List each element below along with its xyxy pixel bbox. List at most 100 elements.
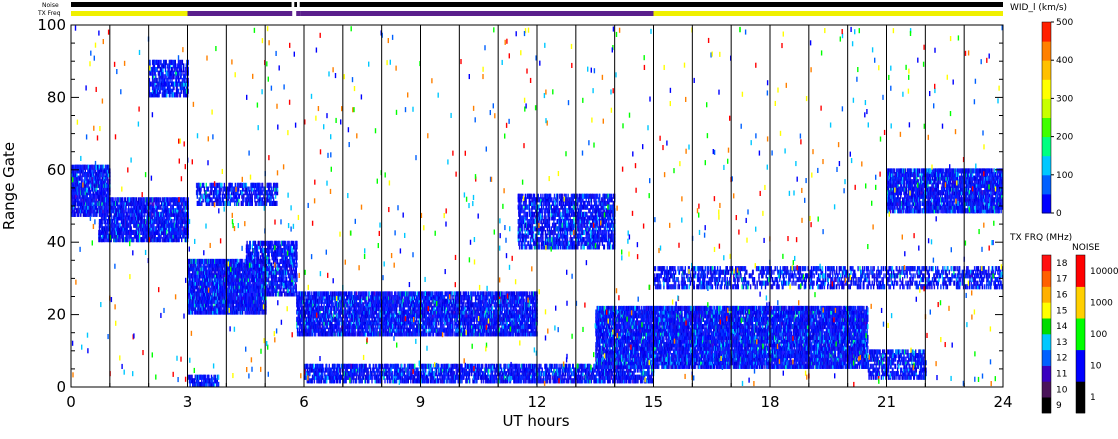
echo-cell <box>266 248 267 253</box>
echo-cell <box>200 194 201 199</box>
echo-cell <box>206 310 207 315</box>
echo-cell <box>150 82 151 87</box>
echo-cell <box>170 197 171 202</box>
echo-cell <box>202 183 203 188</box>
echo-cell <box>160 197 161 202</box>
echo-cell <box>267 266 268 271</box>
echo-cell <box>276 270 277 275</box>
echo-cell <box>149 60 150 65</box>
echo-cell <box>173 92 174 97</box>
echo-cell <box>258 252 259 257</box>
echo-cell <box>296 252 297 257</box>
echo-cell <box>224 183 225 188</box>
echo-cell <box>258 241 259 246</box>
echo-cell <box>262 190 263 195</box>
echo-cell <box>181 197 182 202</box>
echo-cell <box>101 197 102 202</box>
echo-cell <box>100 230 101 235</box>
echo-cell <box>292 241 293 246</box>
echo-cell <box>263 248 264 253</box>
echo-cell <box>252 194 253 199</box>
echo-cell <box>281 291 282 296</box>
echo-cell <box>171 60 172 65</box>
echo-cell <box>293 281 294 286</box>
echo-cell <box>180 82 181 87</box>
echo-cell <box>120 197 121 202</box>
echo-cell <box>284 291 285 296</box>
noise-strip-gap <box>292 2 295 7</box>
echo-cell <box>278 291 279 296</box>
echo-cell <box>175 92 176 97</box>
echo-cell <box>178 89 179 94</box>
echo-cell <box>234 201 235 206</box>
echo-cell <box>296 241 297 246</box>
echo-cell <box>103 197 104 202</box>
echo-cell <box>253 291 254 296</box>
echo-cell <box>224 201 225 206</box>
echo-cell <box>272 266 273 271</box>
echo-cell <box>173 60 174 65</box>
echo-cell <box>232 197 233 202</box>
echo-cell <box>277 183 278 188</box>
echo-cell <box>125 197 126 202</box>
noise-strip-label: Noise <box>42 2 59 9</box>
echo-cell <box>296 273 297 278</box>
echo-cell <box>250 281 251 286</box>
echo-cell <box>166 71 167 76</box>
echo-cell <box>164 74 165 79</box>
echo-cell <box>297 328 298 333</box>
echo-cell <box>159 60 160 65</box>
echo-cell <box>156 78 157 83</box>
echo-cell <box>173 74 174 79</box>
echo-cell <box>158 197 159 202</box>
echo-cell <box>153 197 154 202</box>
echo-cell <box>238 183 239 188</box>
echo-cell <box>309 291 310 296</box>
echo-cell <box>274 201 275 206</box>
echo-cell <box>256 201 257 206</box>
echo-cell <box>254 277 255 282</box>
echo-cell <box>272 241 273 246</box>
echo-cell <box>129 197 130 202</box>
echo-cell <box>217 183 218 188</box>
echo-cell <box>270 201 271 206</box>
echo-cell <box>296 263 297 268</box>
echo-cell <box>272 201 273 206</box>
echo-cell <box>263 273 264 278</box>
echo-cell <box>208 187 209 192</box>
echo-cell <box>237 197 238 202</box>
echo-cell <box>267 241 268 246</box>
echo-cell <box>149 197 150 202</box>
txfreq-segment <box>292 11 296 16</box>
txfreq-segment <box>296 11 300 16</box>
echo-cell <box>263 201 264 206</box>
noise-strip <box>71 2 1003 7</box>
echo-cell <box>144 205 145 210</box>
echo-cell <box>239 194 240 199</box>
echo-cell <box>222 187 223 192</box>
echo-cell <box>262 183 263 188</box>
echo-cell <box>186 212 187 217</box>
echo-cell <box>162 197 163 202</box>
echo-cell <box>223 201 224 206</box>
echo-cell <box>182 60 183 65</box>
echo-cell <box>274 183 275 188</box>
echo-cell <box>250 241 251 246</box>
echo-cell <box>118 197 119 202</box>
echo-cell <box>211 183 212 188</box>
echo-cell <box>232 183 233 188</box>
txfreq-segment <box>654 11 1004 16</box>
echo-cell <box>139 234 140 239</box>
echo-cell <box>210 197 211 202</box>
echo-cell <box>180 205 181 210</box>
echo-cell <box>259 259 260 264</box>
echo-cell <box>243 194 244 199</box>
echo-cell <box>266 277 267 282</box>
echo-cell <box>200 187 201 192</box>
echo-cell <box>85 165 86 170</box>
echo-cell <box>285 244 286 249</box>
echo-cell <box>92 165 93 170</box>
echo-cell <box>255 201 256 206</box>
echo-cell <box>296 284 297 289</box>
